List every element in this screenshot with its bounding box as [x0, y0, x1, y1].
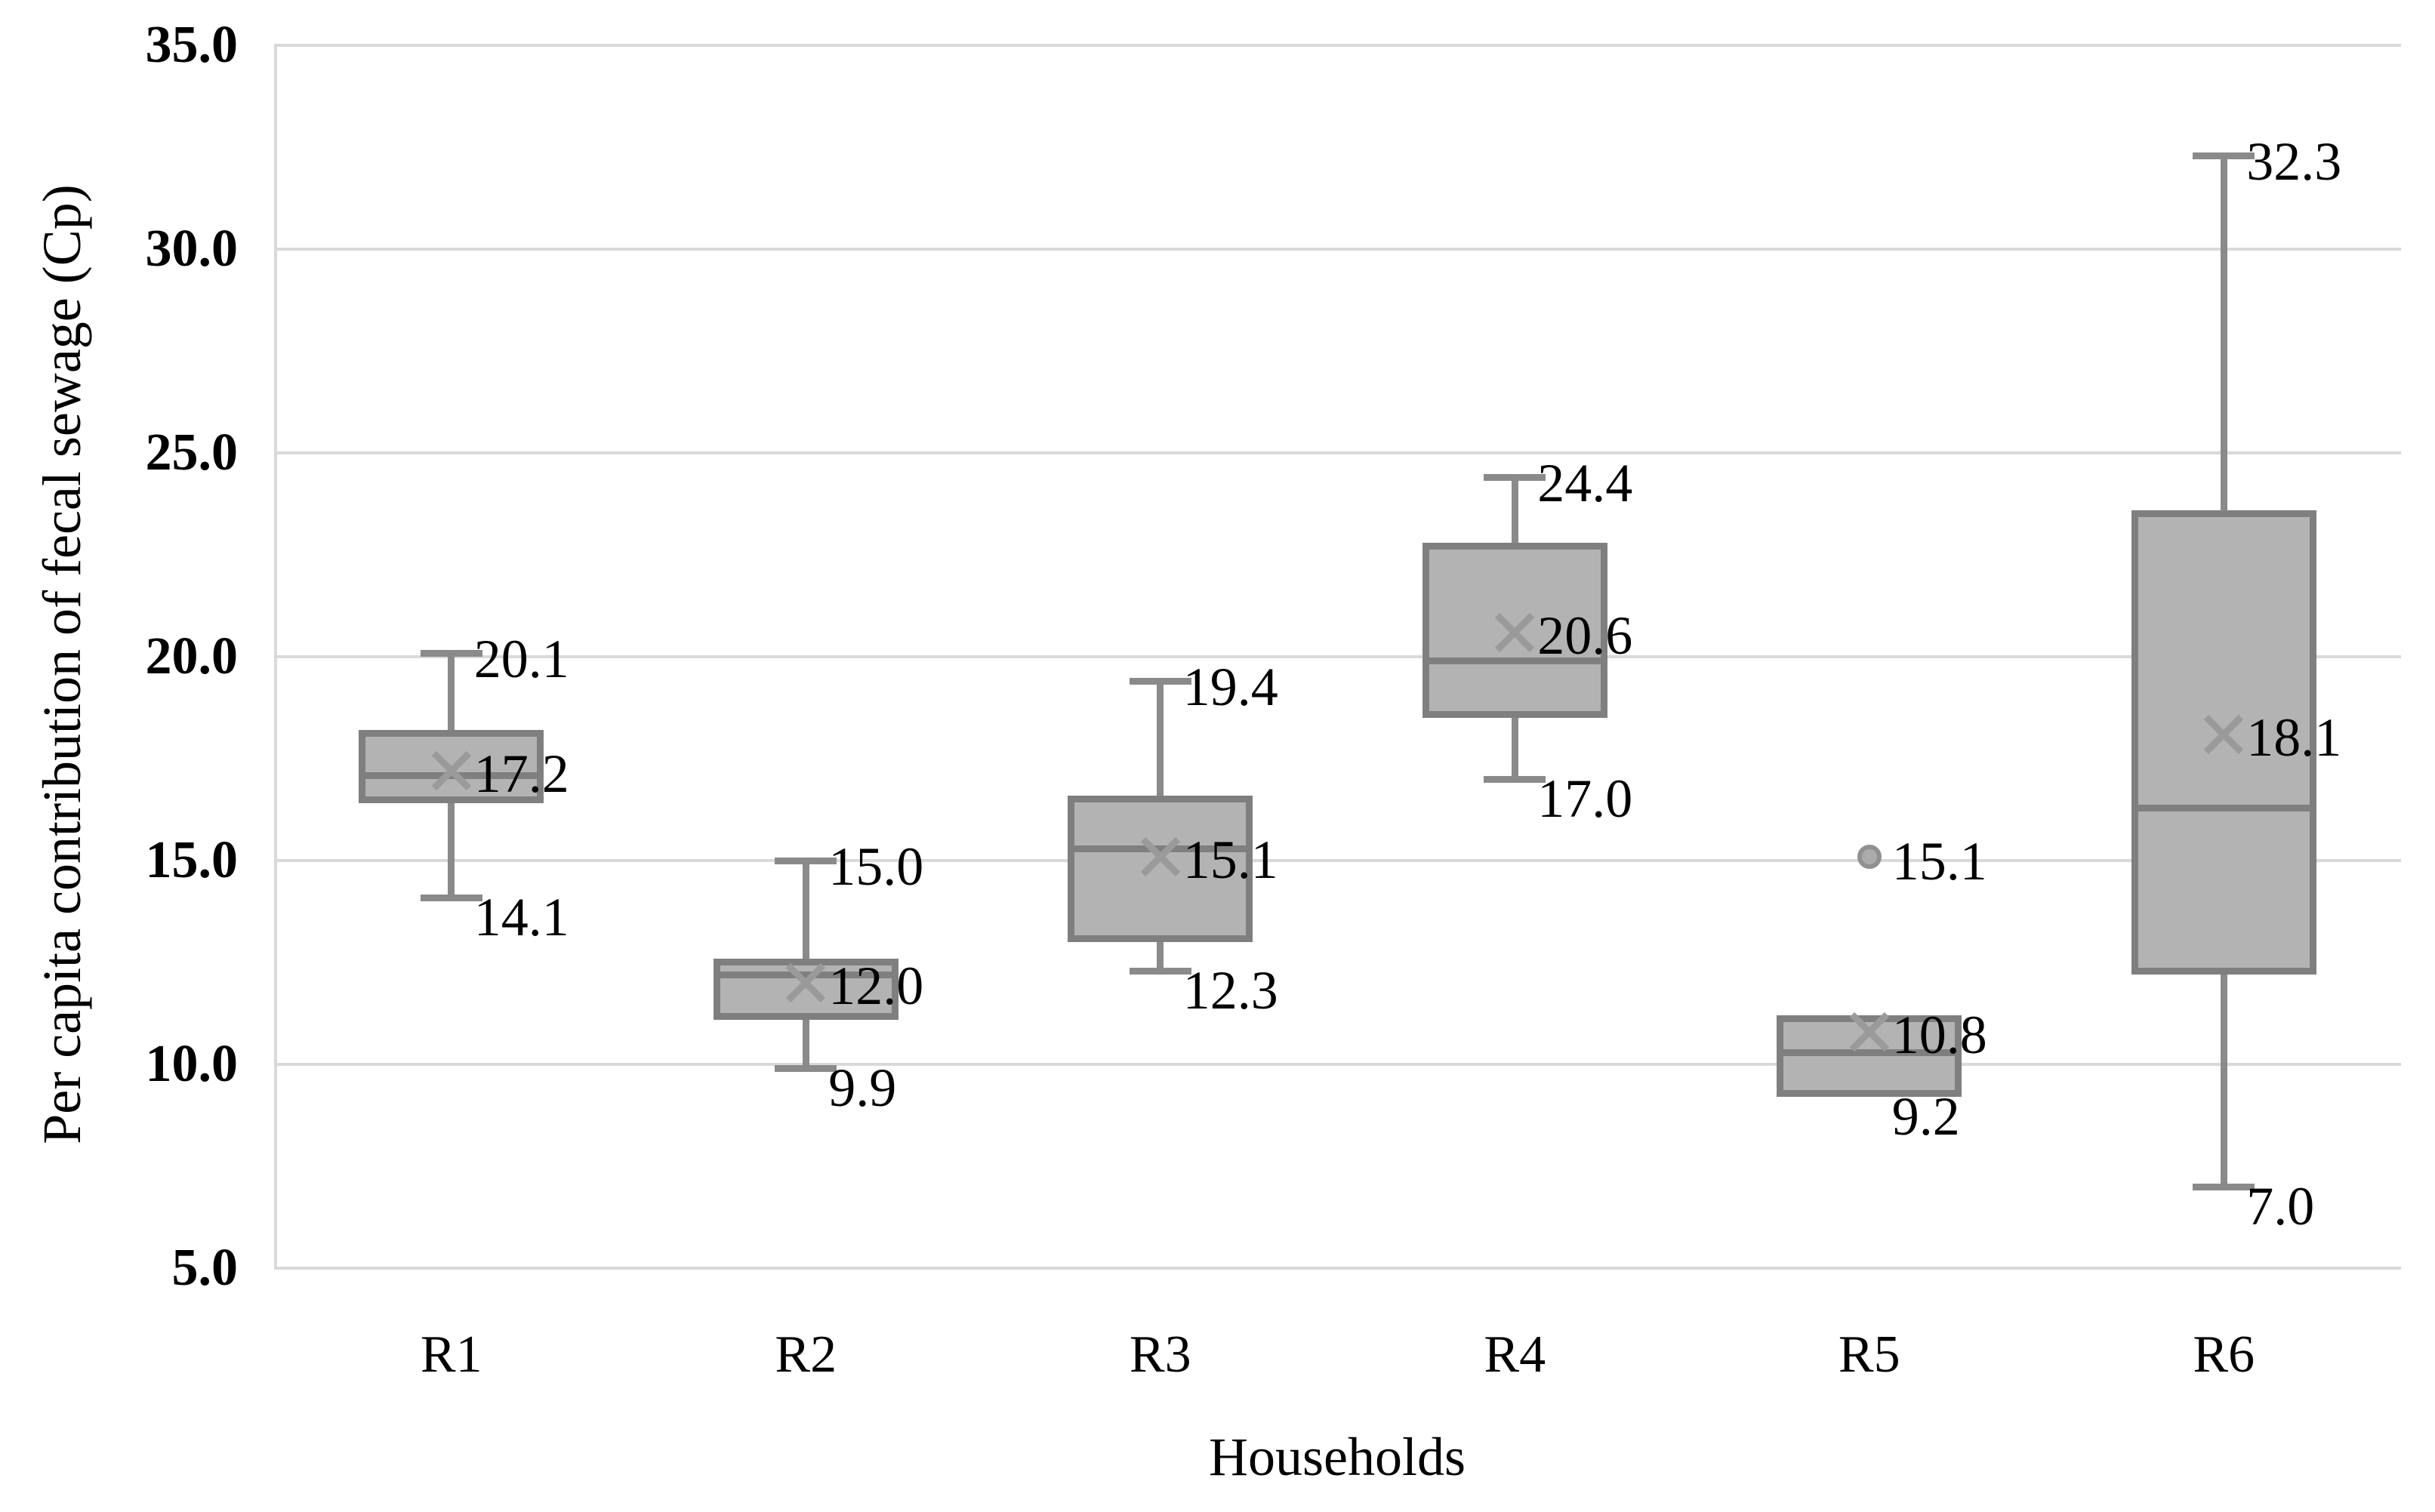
data-label-max-R3: 19.4: [1182, 657, 1278, 718]
data-label-mean-R2: 12.0: [828, 956, 924, 1016]
whisker-top-R1: [448, 652, 455, 731]
gridline-15: [274, 859, 2401, 862]
whisker-bottom-cap-R3: [1129, 967, 1191, 975]
data-label-mean-R5: 10.8: [1891, 1004, 1987, 1065]
data-label-max-R1: 20.1: [473, 628, 569, 689]
data-label-min-R1: 14.1: [473, 886, 569, 947]
gridline-5: [274, 1267, 2401, 1270]
data-label-max-R2: 15.0: [828, 836, 924, 897]
data-label-mean-R6: 18.1: [2246, 707, 2342, 768]
x-tick-label-R2: R2: [775, 1326, 837, 1384]
gridline-25: [274, 451, 2401, 454]
mean-marker-R6: [2201, 712, 2246, 757]
mean-marker-R2: [783, 960, 828, 1005]
median-R3: [1074, 845, 1247, 852]
data-label-min-R4: 17.0: [1537, 768, 1633, 829]
data-label-mean-R1: 17.2: [473, 744, 569, 805]
whisker-bottom-R1: [448, 803, 455, 898]
whisker-bottom-cap-R6: [2193, 1184, 2255, 1190]
mean-marker-R5: [1847, 1009, 1892, 1055]
outlier-R5-0: [1857, 844, 1882, 869]
box-R1: [359, 730, 544, 804]
median-R2: [720, 972, 892, 979]
y-tick-label-15.0: 15.0: [145, 831, 239, 889]
data-label-min-R2: 9.9: [828, 1058, 897, 1119]
box-R2: [713, 958, 898, 1020]
x-tick-label-R1: R1: [420, 1326, 482, 1384]
data-label-min-R6: 7.0: [2246, 1176, 2315, 1236]
whisker-bottom-cap-R1: [420, 894, 482, 901]
x-tick-label-R4: R4: [1484, 1326, 1546, 1384]
whisker-top-cap-R2: [775, 858, 837, 864]
whisker-top-cap-R6: [2193, 152, 2255, 159]
x-tick-label-R3: R3: [1129, 1326, 1191, 1384]
x-axis-title: Households: [1209, 1427, 1466, 1487]
mean-marker-R4: [1492, 610, 1537, 655]
whisker-top-R6: [2220, 155, 2227, 510]
x-tick-label-R5: R5: [1838, 1326, 1900, 1384]
whisker-top-R3: [1157, 681, 1164, 796]
y-tick-label-20.0: 20.0: [145, 627, 239, 685]
data-label-min-R3: 12.3: [1182, 959, 1278, 1021]
mean-marker-R1: [429, 748, 474, 793]
box-R5: [1777, 1015, 1962, 1098]
y-tick-label-25.0: 25.0: [145, 423, 239, 482]
box-R3: [1068, 795, 1253, 942]
whisker-top-cap-R1: [420, 649, 482, 657]
gridline-35: [274, 44, 2401, 47]
whisker-bottom-cap-R2: [775, 1065, 837, 1073]
data-label-outlier-R5: 15.1: [1891, 830, 1987, 891]
y-tick-label-30.0: 30.0: [145, 220, 239, 278]
mean-marker-R3: [1138, 834, 1183, 879]
whisker-bottom-R3: [1157, 942, 1164, 971]
median-R4: [1429, 657, 1601, 665]
data-label-mean-R4: 20.6: [1537, 605, 1633, 666]
whisker-bottom-R4: [1511, 718, 1518, 779]
median-R5: [1783, 1049, 1956, 1056]
data-label-mean-R3: 15.1: [1182, 829, 1278, 890]
y-axis-line: [274, 45, 277, 1268]
data-label-max-R6: 32.3: [2246, 131, 2342, 192]
box-R6: [2131, 510, 2316, 975]
whisker-top-cap-R4: [1484, 474, 1546, 482]
data-label-max-R4: 24.4: [1537, 453, 1633, 514]
whisker-bottom-cap-R4: [1484, 776, 1546, 783]
gridline-10: [274, 1063, 2401, 1066]
y-tick-label-10.0: 10.0: [145, 1035, 239, 1093]
whisker-top-cap-R3: [1129, 678, 1191, 685]
y-tick-label-5.0: 5.0: [171, 1239, 239, 1297]
gridline-20: [274, 655, 2401, 658]
gridline-30: [274, 248, 2401, 251]
y-tick-label-35.0: 35.0: [145, 16, 239, 74]
whisker-top-R4: [1511, 477, 1518, 543]
x-tick-label-R6: R6: [2193, 1326, 2255, 1384]
median-R6: [2138, 804, 2310, 811]
whisker-bottom-R6: [2220, 975, 2227, 1187]
data-label-min-R5: 9.2: [1891, 1086, 1960, 1147]
whisker-top-R2: [802, 861, 809, 959]
whisker-bottom-R2: [802, 1019, 809, 1069]
